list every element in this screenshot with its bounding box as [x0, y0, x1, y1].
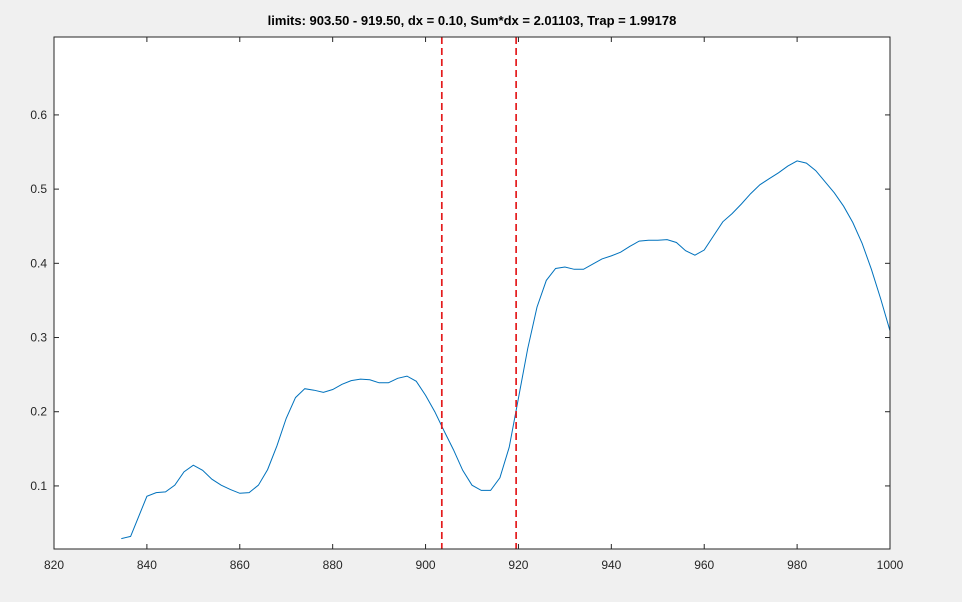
chart-title: limits: 903.50 - 919.50, dx = 0.10, Sum*…	[268, 13, 677, 28]
x-tick-label: 980	[787, 558, 807, 572]
x-tick-label: 960	[694, 558, 714, 572]
x-tick-label: 1000	[877, 558, 904, 572]
x-tick-label: 840	[137, 558, 157, 572]
x-tick-label: 900	[416, 558, 436, 572]
plot-area	[54, 37, 890, 549]
x-axis-ticks: 820 840 860 880 900 920 940 960 980 1000	[44, 37, 904, 572]
y-tick-label: 0.5	[30, 182, 47, 196]
y-tick-label: 0.4	[30, 256, 47, 270]
series-line-0	[121, 160, 891, 540]
y-tick-label: 0.2	[30, 405, 47, 419]
y-tick-label: 0.3	[30, 331, 47, 345]
axes-box	[53, 36, 891, 550]
x-tick-label: 940	[601, 558, 621, 572]
x-tick-label: 820	[44, 558, 64, 572]
data-layer	[121, 37, 891, 549]
x-tick-label: 860	[230, 558, 250, 572]
y-tick-label: 0.1	[30, 479, 47, 493]
x-tick-label: 920	[508, 558, 528, 572]
y-axis-ticks: 0.1 0.2 0.3 0.4 0.5 0.6	[30, 108, 890, 493]
x-tick-label: 880	[323, 558, 343, 572]
y-tick-label: 0.6	[30, 108, 47, 122]
